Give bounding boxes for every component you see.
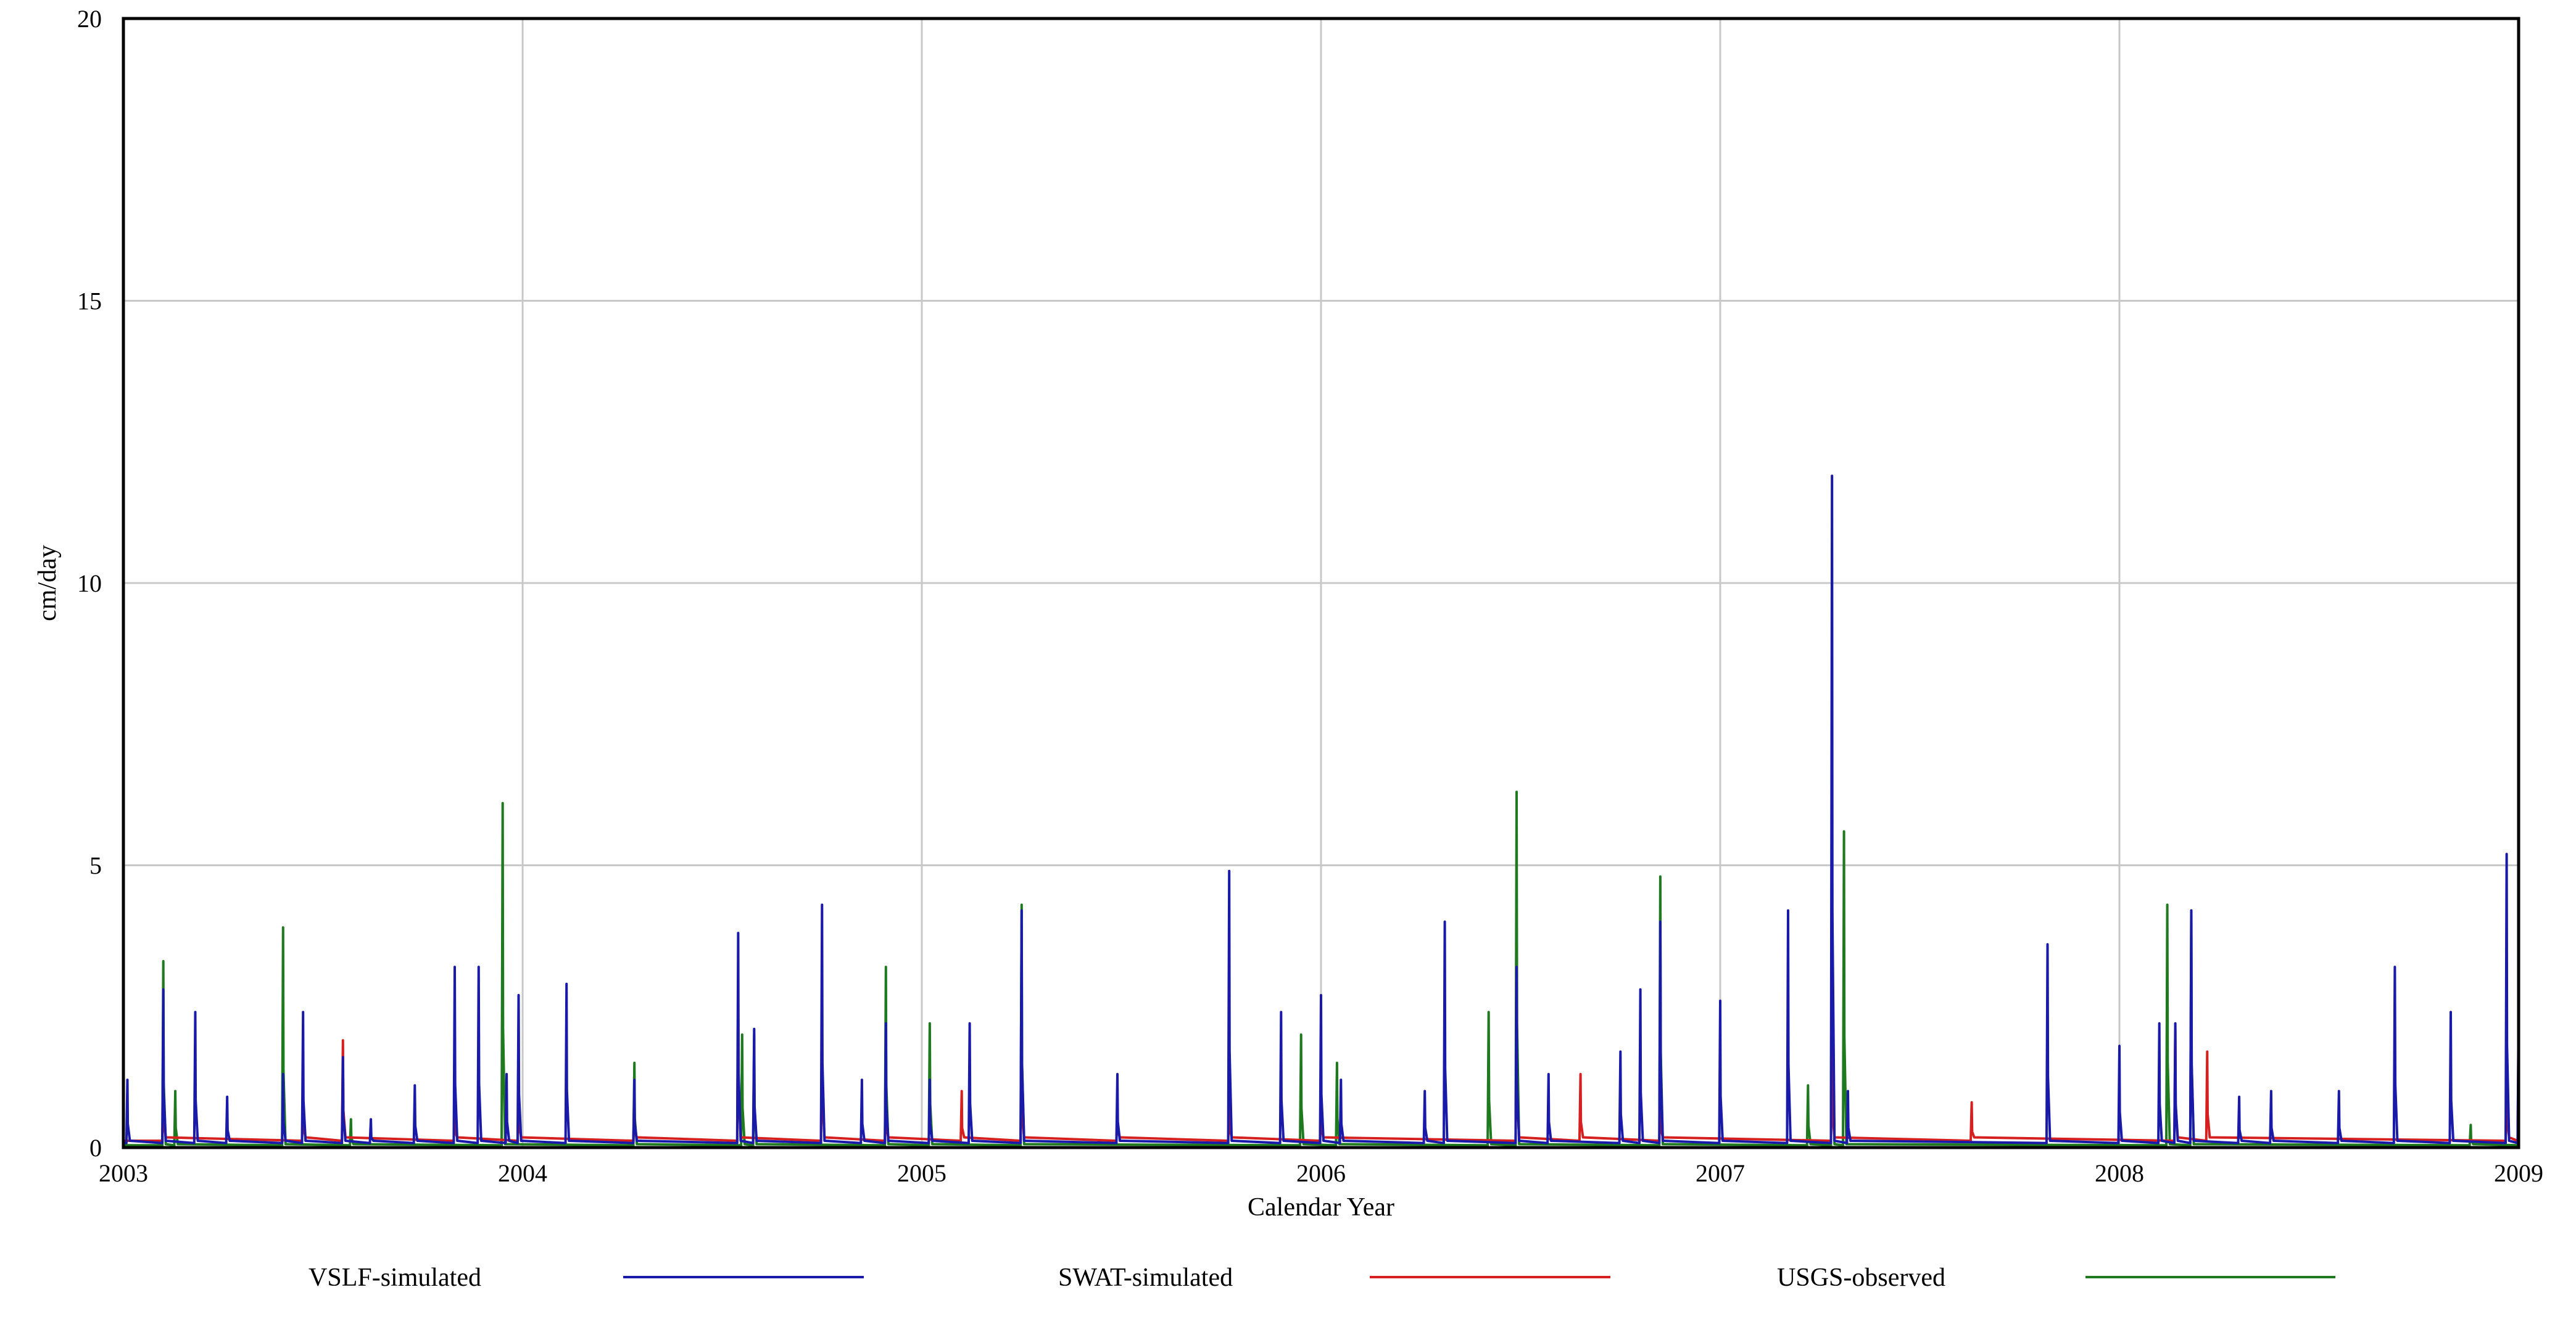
x-axis-title: Calendar Year (1248, 1193, 1394, 1222)
series-line-usgs-observed (123, 734, 2519, 1147)
grid-lines (122, 17, 2520, 1149)
x-tick-label: 2007 (1696, 1159, 1745, 1187)
series-layer (123, 474, 2520, 1147)
y-tick-label: 5 (89, 852, 102, 880)
series-line-vslf-simulated (123, 474, 2520, 1144)
y-tick-label: 15 (77, 288, 102, 315)
tick-labels: 2003 2004 2005 2006 2007 2008 2009 0 5 10 15 20 (77, 5, 2543, 1187)
plot-frame (122, 17, 2520, 1149)
legend-label: USGS-observed (1777, 1264, 1945, 1292)
x-tick-label: 2008 (2095, 1159, 2144, 1187)
x-tick-label: 2005 (897, 1159, 946, 1187)
x-tick-label: 2009 (2494, 1159, 2543, 1187)
x-tick-label: 2003 (99, 1159, 148, 1187)
legend: VSLF-simulated SWAT-simulated USGS-observe… (309, 1264, 2335, 1292)
y-tick-label: 10 (77, 569, 102, 597)
y-axis-title: cm/day (33, 545, 62, 621)
y-tick-label: 0 (89, 1134, 102, 1162)
legend-label: VSLF-simulated (309, 1264, 481, 1292)
y-tick-label: 20 (77, 5, 102, 33)
x-tick-label: 2004 (498, 1159, 547, 1187)
x-tick-label: 2006 (1296, 1159, 1346, 1187)
legend-label: SWAT-simulated (1058, 1264, 1233, 1292)
